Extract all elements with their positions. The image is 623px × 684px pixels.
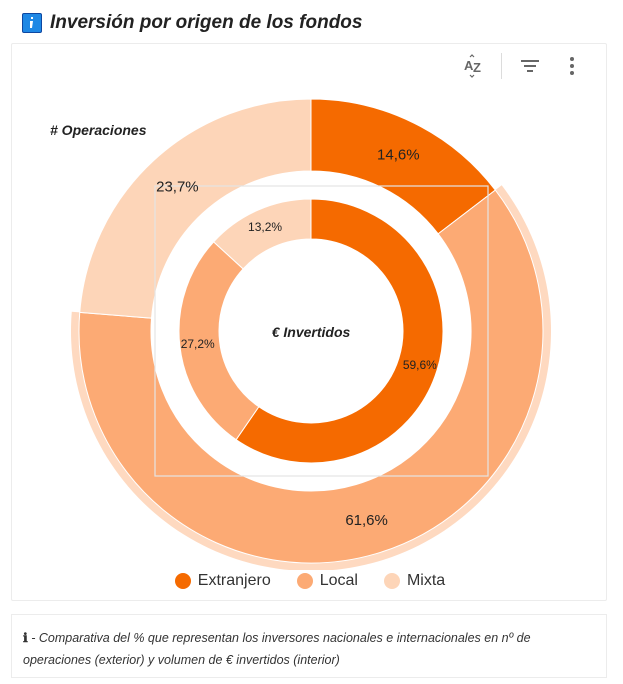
donut-chart: 14,6% 61,6% 23,7% 59,6% 27,2% 13,2% # Operacio… bbox=[50, 98, 551, 570]
data-label-inner-local: 27,2% bbox=[181, 337, 215, 351]
chart-toolbar: A Z bbox=[445, 52, 586, 80]
svg-text:A: A bbox=[464, 58, 474, 73]
selection-frame bbox=[154, 185, 489, 477]
legend-label: Mixta bbox=[406, 572, 446, 589]
series-title-outer: # Operaciones bbox=[50, 122, 147, 138]
chart-card: A Z 14,6% 61,6% 23,7% 59,6% 27,2% 13,2% # Oper… bbox=[11, 43, 607, 601]
legend-swatch bbox=[174, 573, 191, 589]
data-label-inner-extranjero: 59,6% bbox=[403, 358, 437, 372]
svg-text:Z: Z bbox=[473, 60, 481, 75]
slice-inner-extranjero[interactable] bbox=[235, 198, 444, 464]
legend-label: Local bbox=[319, 572, 358, 589]
footnote-text: - Comparativa del % que representan los … bbox=[23, 631, 531, 667]
data-label-inner-mixta: 13,2% bbox=[248, 220, 282, 234]
data-label-outer-local: 61,6% bbox=[345, 512, 388, 529]
toolbar-separator bbox=[501, 53, 502, 79]
legend-item-extranjero[interactable]: Extranjero bbox=[174, 572, 271, 590]
chart-legend: Extranjero Local Mixta bbox=[12, 572, 608, 590]
info-icon bbox=[22, 13, 42, 33]
legend-item-mixta[interactable]: Mixta bbox=[383, 572, 446, 590]
legend-item-local[interactable]: Local bbox=[296, 572, 358, 590]
legend-label: Extranjero bbox=[197, 572, 271, 589]
slice-outer-local[interactable] bbox=[78, 189, 544, 564]
page-title: Inversión por origen de los fondos bbox=[50, 12, 363, 33]
series-title-inner: € Invertidos bbox=[272, 324, 351, 340]
chart-footnote: ℹ - Comparativa del % que representan lo… bbox=[11, 614, 607, 678]
filter-icon[interactable] bbox=[516, 52, 544, 80]
info-glyph: ℹ bbox=[23, 630, 28, 645]
chart-header: Inversión por origen de los fondos bbox=[22, 12, 362, 34]
slice-inner-mixta[interactable] bbox=[212, 198, 312, 270]
more-vert-icon[interactable] bbox=[558, 52, 586, 80]
data-label-outer-extranjero: 14,6% bbox=[377, 147, 420, 164]
legend-swatch bbox=[383, 573, 400, 589]
sort-az-icon[interactable]: A Z bbox=[459, 52, 487, 80]
legend-swatch bbox=[296, 573, 313, 589]
slice-outer-mixta[interactable] bbox=[79, 98, 312, 319]
data-label-outer-mixta: 23,7% bbox=[156, 178, 199, 195]
